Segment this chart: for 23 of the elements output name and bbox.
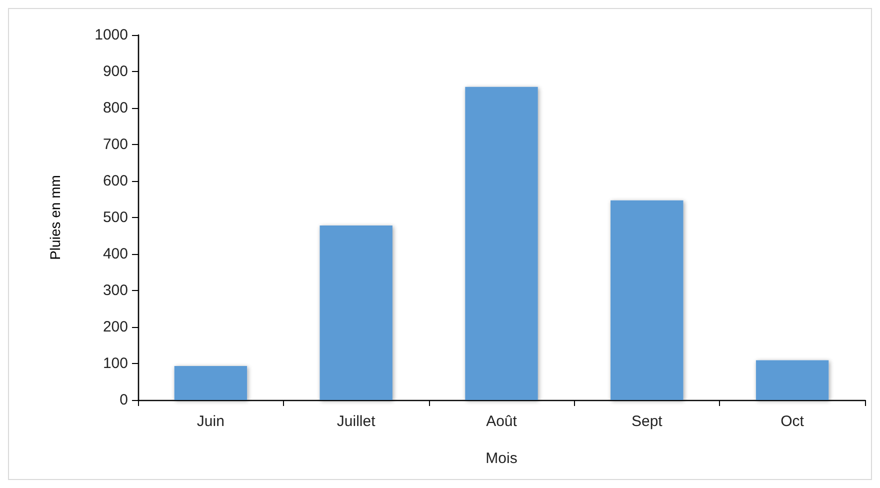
y-tick-label: 300 <box>102 282 128 299</box>
bar <box>610 200 684 400</box>
bar <box>320 226 392 400</box>
y-tick-label: 900 <box>102 63 128 80</box>
x-axis-title: Mois <box>486 450 518 467</box>
x-tick-label: Juillet <box>336 413 376 430</box>
x-tick-label: Sept <box>631 413 664 430</box>
y-tick-label: 0 <box>120 392 128 408</box>
y-tick-label: 1000 <box>94 26 128 44</box>
x-tick-label: Juin <box>196 413 224 430</box>
y-tick-label: 700 <box>102 136 128 153</box>
x-tick-label: Oct <box>780 413 805 430</box>
bar <box>174 366 248 400</box>
y-tick-label: 600 <box>102 172 128 190</box>
y-tick-label: 200 <box>102 318 128 336</box>
y-tick-label: 500 <box>102 209 128 226</box>
bar <box>465 86 538 400</box>
y-axis-title: Pluies en mm <box>47 175 63 260</box>
y-tick-label: 800 <box>102 100 128 116</box>
bar <box>756 360 829 400</box>
y-tick-label: 400 <box>102 246 128 262</box>
y-tick-label: 100 <box>102 355 128 372</box>
x-tick-label: Août <box>486 413 518 430</box>
